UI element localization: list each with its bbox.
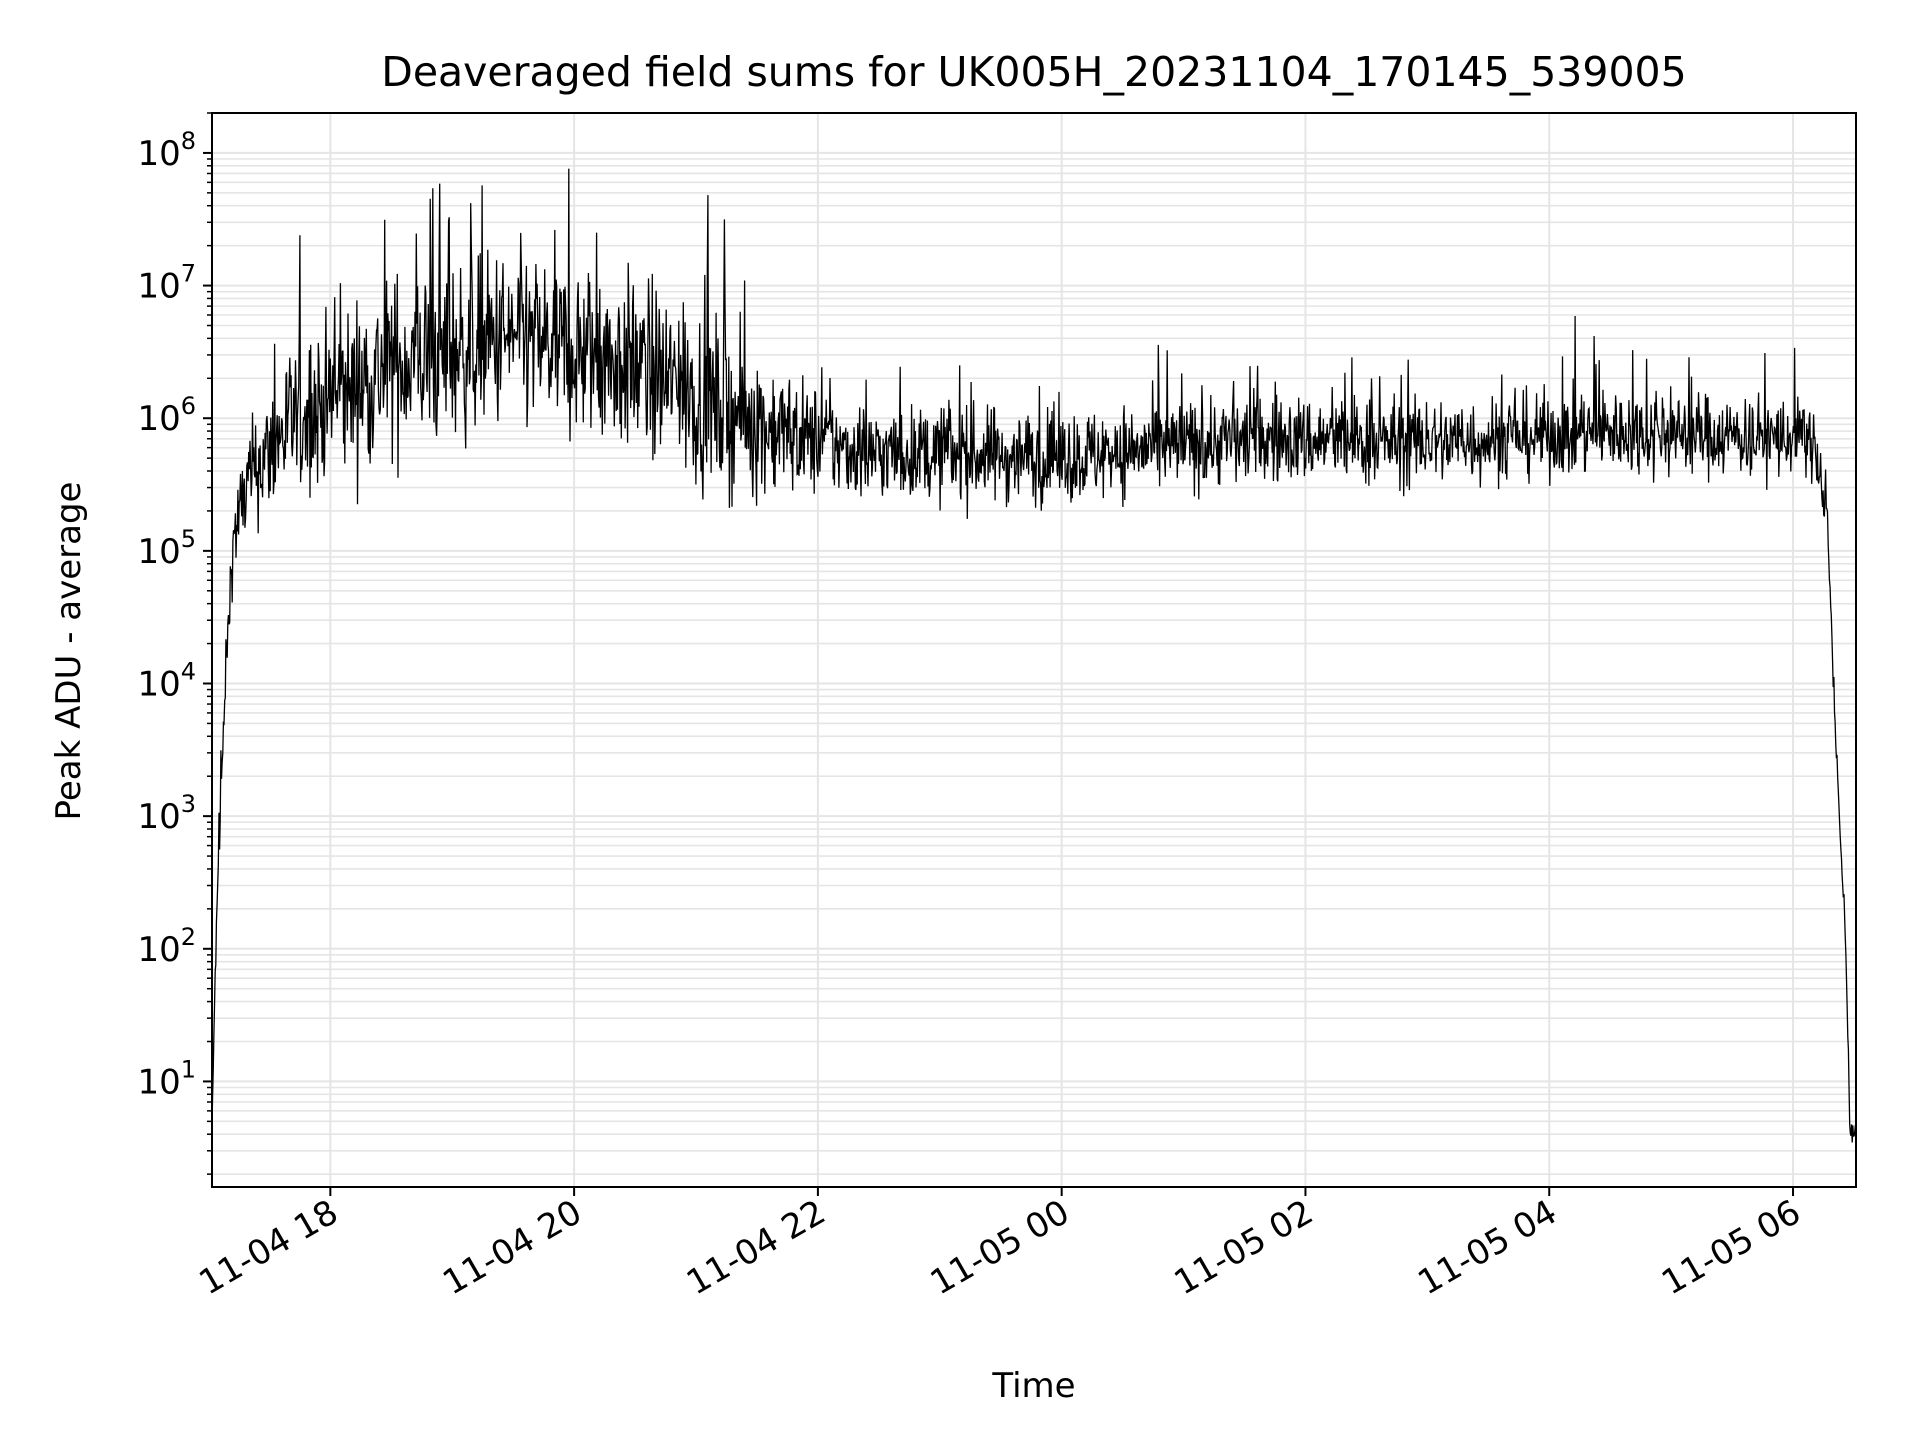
y-tick-label: 103	[137, 790, 196, 837]
series-line	[211, 168, 1857, 1143]
y-tick-label: 105	[137, 525, 196, 572]
y-tick-label: 101	[137, 1055, 196, 1102]
x-axis-title: Time	[991, 1366, 1075, 1406]
y-tick-label: 108	[137, 127, 196, 174]
y-axis: 101 102 103 104 105 106 107 108	[137, 112, 212, 1175]
y-axis-title: Peak ADU - average	[49, 482, 89, 821]
plot-frame	[211, 112, 1857, 1188]
series	[211, 168, 1857, 1143]
y-tick-label: 107	[137, 260, 196, 307]
y-tick-label: 104	[137, 658, 196, 705]
y-tick-label: 102	[137, 923, 196, 970]
chart-title: Deaveraged field sums for UK005H_2023110…	[381, 48, 1686, 96]
y-tick-label: 106	[137, 392, 196, 439]
